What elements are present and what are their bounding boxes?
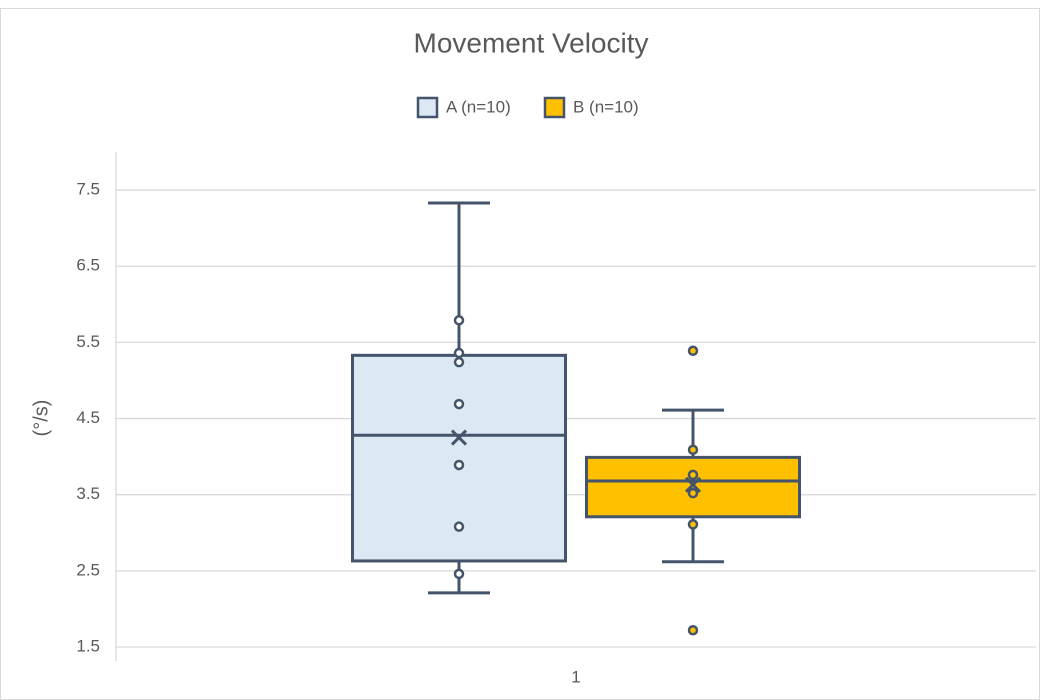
y-tick-label: 1.5 [76, 636, 100, 655]
y-tick-label: 4.5 [76, 408, 100, 427]
legend-swatch [543, 96, 566, 119]
mean-marker [684, 476, 702, 493]
x-tick-label: 1 [571, 667, 580, 686]
box [585, 455, 801, 519]
y-tick-label: 3.5 [76, 484, 100, 503]
data-point [453, 398, 465, 410]
data-point [687, 469, 699, 481]
data-point [687, 345, 699, 357]
data-point [453, 347, 465, 359]
y-tick-label: 2.5 [76, 560, 100, 579]
data-point [453, 356, 465, 368]
data-point [453, 521, 465, 532]
y-tick-label: 6.5 [76, 256, 100, 275]
data-point [453, 459, 465, 471]
data-point [453, 315, 465, 326]
data-point [687, 624, 699, 636]
legend-swatch [416, 96, 439, 119]
legend-label: A (n=10) [446, 97, 511, 116]
y-axis-label: (°/s) [30, 400, 52, 437]
chart-title: Movement Velocity [414, 27, 649, 58]
y-tick-label: 7.5 [76, 180, 100, 199]
y-tick-label: 5.5 [76, 332, 100, 351]
data-point [687, 519, 699, 530]
data-point [687, 487, 699, 499]
data-point [687, 444, 699, 456]
mean-marker [450, 429, 468, 446]
data-point [453, 568, 465, 580]
legend-label: B (n=10) [573, 97, 639, 116]
